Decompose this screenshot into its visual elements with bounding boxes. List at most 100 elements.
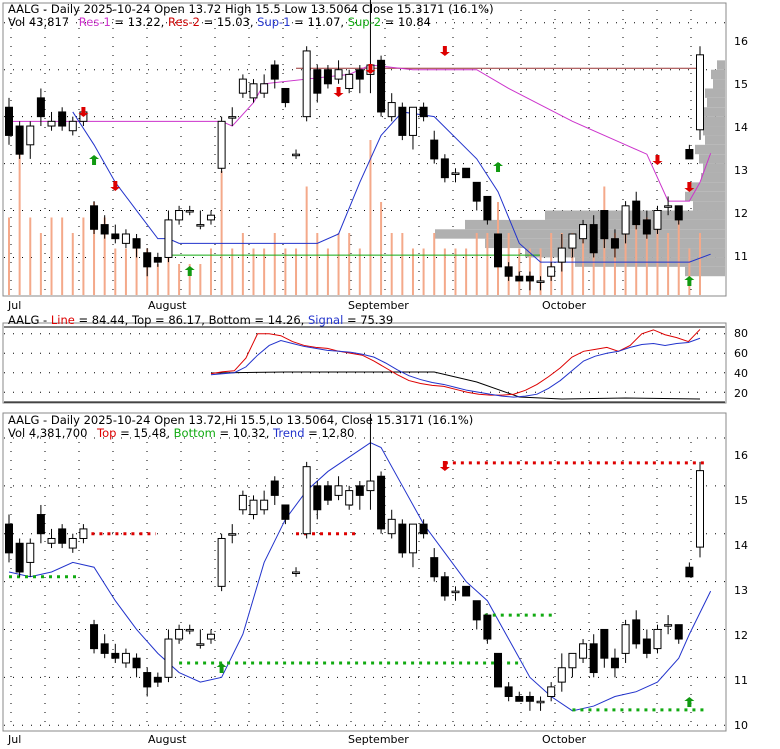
p1-candle [419, 106, 428, 118]
p3-candle [121, 652, 130, 664]
p1-candle [228, 116, 237, 119]
p3-candle [270, 480, 279, 496]
p1-candle [292, 153, 301, 157]
volume-profile-bar [685, 266, 725, 277]
volume-profile-bar [713, 79, 725, 89]
osc-bottom-label: Bottom = 14.26, [209, 313, 308, 327]
p3-candle [281, 504, 290, 520]
p1-candle [610, 238, 619, 249]
volume-profile-bar [699, 154, 725, 164]
price-panel-arrows [78, 46, 695, 286]
p1-candle [483, 195, 492, 221]
p1-candle [47, 120, 56, 127]
p3-candle [547, 686, 556, 697]
volume-bar [422, 248, 425, 295]
p3-candle [323, 485, 332, 501]
p1-candle [302, 50, 311, 118]
p1-candle [504, 266, 513, 277]
res2-label: Res-2 [168, 15, 200, 29]
p2-ytick-40: 40 [734, 367, 748, 380]
volume-bar [667, 233, 670, 295]
buy-arrow-icon [493, 162, 504, 172]
p2-ytick-20: 20 [734, 387, 748, 400]
sup1-line [72, 111, 711, 263]
p1-candle [696, 54, 704, 131]
p3-candle [260, 499, 269, 511]
p2-ytick-80: 80 [734, 327, 748, 340]
volume-bar [61, 217, 64, 295]
p2-ytick-60: 60 [734, 347, 748, 360]
p3-top-label: Top [96, 426, 116, 440]
p3-candle [5, 523, 13, 554]
p1-candle [323, 69, 332, 85]
volume-bar [39, 233, 42, 295]
p3-candle [642, 638, 651, 654]
p1-candle [281, 87, 290, 104]
p3-candle [355, 485, 364, 496]
p3-candle [79, 528, 88, 539]
volume-bar [539, 248, 542, 295]
volume-profile-bar [695, 144, 725, 155]
sell-arrow-icon [684, 182, 695, 192]
price-panel-title: AALG - Daily 2025-10-24 Open 13.72 High … [8, 2, 494, 16]
p1-candle [143, 252, 152, 268]
volume-bar [295, 248, 298, 295]
res2-value: = 15.03, [200, 15, 257, 29]
sell-arrow-icon [365, 64, 376, 74]
volume-profile-bar [693, 201, 725, 211]
volume-bar [613, 233, 616, 295]
p3-candle [143, 672, 152, 688]
volume-bar [82, 217, 85, 295]
p1-candle [451, 172, 460, 175]
buy-arrow-icon [684, 276, 695, 286]
p3-candle [472, 600, 481, 621]
p1-candle [153, 256, 162, 263]
p1-candle [557, 247, 566, 263]
p1-candle [164, 219, 173, 258]
p3-candle [111, 652, 120, 659]
p3-candle [377, 475, 386, 530]
volume-bar [29, 217, 32, 295]
p1-candle [260, 83, 269, 94]
p1-candle [90, 205, 99, 230]
volume-bar [188, 264, 191, 295]
volume-bar [582, 233, 585, 295]
buy-arrow-icon [684, 697, 695, 707]
p1-candle [398, 106, 407, 136]
p3-ytick-12: 12 [734, 629, 748, 642]
p1-xlabel-sep: September [348, 299, 409, 312]
p3-candle [653, 628, 662, 650]
p1-candle [68, 120, 77, 132]
p3-candle [589, 643, 598, 674]
p1-candle [26, 125, 35, 146]
p3-ytick-13: 13 [734, 584, 748, 597]
p3-candle [451, 590, 460, 594]
osc-prefix: AALG - [8, 313, 51, 327]
p1-candle [440, 158, 449, 179]
p3-candle [58, 528, 67, 544]
volume-profile-bar [697, 107, 725, 117]
p3-candle [515, 695, 524, 702]
p3-candle [292, 571, 301, 574]
p1-candle [525, 275, 534, 282]
volume-bar [231, 248, 234, 295]
volume-bar [167, 248, 170, 295]
volume-profile-bar [703, 126, 725, 136]
volume-bar [486, 233, 489, 295]
p1-candle [462, 167, 471, 179]
volume-bar [677, 217, 680, 295]
volume-profile-bar [705, 88, 725, 98]
volume-profile-bar [717, 60, 725, 70]
p1-candle [175, 210, 184, 221]
p1-candle [664, 205, 673, 208]
p1-candle [111, 233, 120, 240]
p3-xlabel-sep: September [348, 733, 409, 745]
p1-candle [589, 224, 598, 254]
p1-candle [58, 111, 67, 127]
p3-candle [674, 624, 683, 640]
p1-candle [132, 238, 141, 249]
p3-candle [557, 667, 566, 683]
volume-bar [433, 233, 436, 295]
p1-candle [408, 106, 417, 136]
